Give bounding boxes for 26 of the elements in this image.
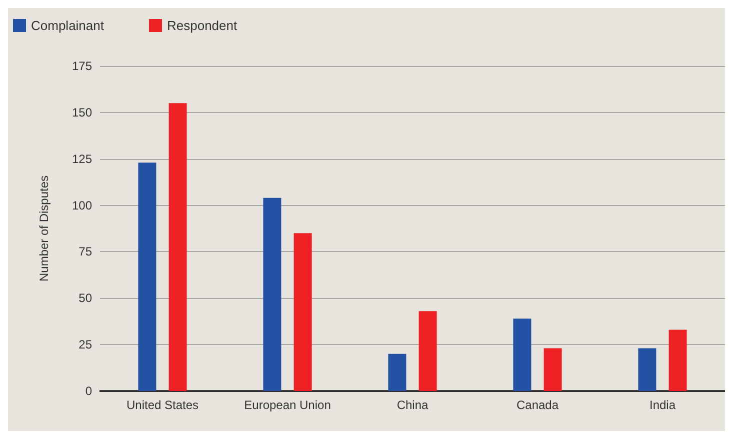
x-tick-label: European Union — [244, 398, 331, 412]
y-tick-label: 175 — [72, 59, 92, 73]
bar — [668, 330, 687, 391]
y-tick-label: 50 — [78, 291, 92, 306]
bar — [388, 354, 406, 391]
legend-label: Complainant — [31, 18, 104, 33]
bar — [294, 233, 312, 391]
x-tick-label: United States — [126, 398, 199, 412]
x-tick-label: Canada — [516, 398, 559, 412]
bar — [638, 348, 656, 391]
bar — [513, 318, 532, 391]
y-tick-label: 125 — [72, 152, 92, 166]
bar — [544, 348, 562, 391]
y-axis-title: Number of Disputes — [37, 175, 51, 282]
bar — [138, 162, 156, 391]
y-tick-label: 100 — [72, 198, 92, 212]
x-tick-label: India — [649, 398, 676, 412]
bar — [263, 198, 282, 391]
y-tick-label: 75 — [78, 244, 92, 259]
y-tick-label: 0 — [85, 384, 92, 398]
bar — [418, 311, 437, 391]
y-tick-label: 150 — [72, 105, 92, 120]
bar — [168, 103, 187, 391]
legend-label: Respondent — [166, 18, 238, 33]
y-tick-label: 25 — [78, 338, 92, 352]
x-tick-label: China — [396, 398, 428, 412]
